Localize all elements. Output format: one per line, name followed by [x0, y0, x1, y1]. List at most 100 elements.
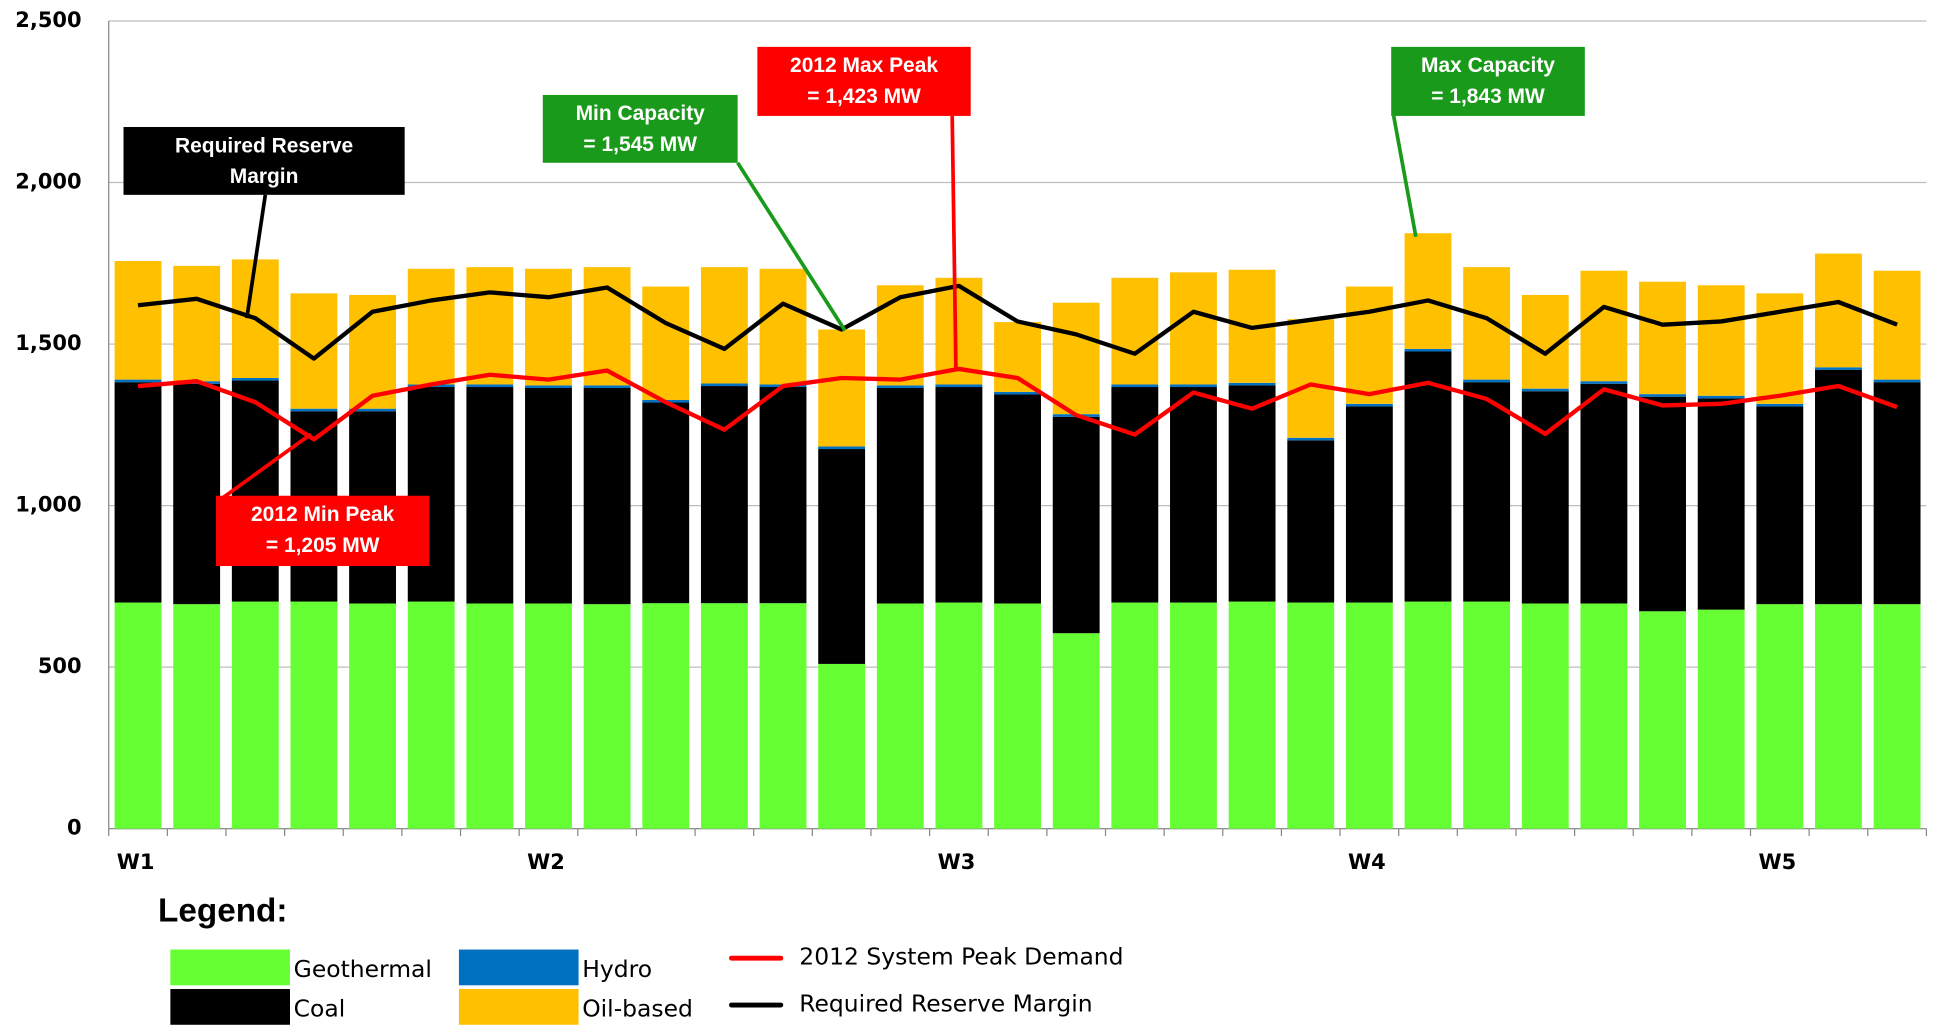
y-tick-label: 0	[67, 816, 82, 840]
bar-segment	[1873, 382, 1921, 605]
bar-segment	[1287, 437, 1335, 441]
bar-segment	[876, 385, 924, 388]
bar-segment	[1815, 367, 1862, 370]
bar-segment	[1815, 604, 1862, 829]
x-tick-label: W3	[938, 850, 976, 874]
bar-segment	[1463, 267, 1511, 380]
bar-segment	[466, 603, 514, 829]
line-series	[137, 366, 1898, 442]
legend-label: Oil-based	[582, 994, 693, 1022]
annotation-box	[757, 46, 971, 116]
bar-segment	[290, 601, 338, 829]
bar-segment	[173, 604, 221, 829]
bar-segment	[1580, 383, 1628, 604]
bar-segment	[583, 267, 631, 386]
bar-segment	[1404, 233, 1452, 349]
bar-segment	[407, 268, 455, 385]
bar-segment	[1345, 602, 1393, 829]
bar-segment	[290, 408, 338, 412]
y-tick-label: 500	[38, 654, 82, 678]
bar-segment	[1170, 272, 1217, 385]
x-tick-label: W5	[1759, 850, 1797, 874]
bar-segment	[759, 387, 807, 604]
legend-label: Hydro	[582, 955, 652, 983]
bar-segment	[114, 602, 162, 829]
bar-segment	[1170, 384, 1217, 388]
bar-segment	[1815, 253, 1862, 368]
bar-segment	[642, 402, 690, 604]
bar-segment	[583, 604, 631, 829]
bar-segment	[114, 261, 162, 380]
bar-segment	[349, 603, 397, 829]
annotation-text: Margin	[230, 165, 299, 188]
bar-segment	[1521, 603, 1569, 829]
bar-segment	[1697, 285, 1745, 396]
annotation-text: = 1,205 MW	[266, 534, 380, 557]
annotation-text: Required Reserve	[175, 134, 353, 157]
bar-segment	[583, 387, 631, 605]
bar-segment	[935, 384, 983, 388]
bar-segment	[407, 387, 455, 602]
legend-label: 2012 System Peak Demand	[799, 943, 1123, 971]
bar-segment	[700, 267, 748, 384]
bar-segment	[1697, 395, 1745, 399]
bar-segment	[173, 383, 221, 605]
annotation-text: = 1,545 MW	[583, 133, 697, 156]
bar-segment	[525, 603, 572, 829]
bar-segment	[1228, 385, 1276, 602]
bar-segment	[994, 391, 1041, 395]
bar-segment	[1521, 388, 1569, 392]
bar-segment	[1052, 416, 1100, 634]
y-tick-label: 2,000	[15, 170, 81, 194]
bar-segment	[525, 268, 572, 386]
bar-segment	[1404, 348, 1452, 352]
bar-segment	[1287, 319, 1335, 438]
bar-segment	[1170, 602, 1217, 829]
legend-swatch	[170, 949, 290, 986]
bar-segment	[1756, 403, 1804, 407]
bar-segment	[1111, 277, 1159, 385]
bar-segment	[525, 385, 572, 388]
bar-segment	[1463, 379, 1511, 383]
bar-segment	[231, 601, 279, 829]
bar-segment	[1287, 602, 1335, 829]
annotation-text: = 1,423 MW	[807, 85, 921, 108]
bar-segment	[876, 285, 924, 386]
annotation-text: Min Capacity	[576, 102, 706, 125]
bar-segment	[876, 387, 924, 604]
bar-segment	[349, 408, 397, 412]
bar-segment	[1111, 384, 1159, 388]
bar-segment	[583, 385, 631, 388]
bar-segment	[1345, 406, 1393, 603]
bar-segment	[1756, 604, 1804, 829]
annotation-leader	[1391, 115, 1418, 238]
bar-segment	[290, 293, 338, 409]
bar-segment	[642, 286, 690, 400]
bar-segment	[818, 449, 866, 664]
annotation-text: 2012 Max Peak	[790, 54, 938, 77]
bar-segment	[1052, 633, 1100, 829]
bar-segment	[818, 329, 866, 447]
bar-segment	[1111, 387, 1159, 603]
bar-segment	[1404, 351, 1452, 602]
bar-segment	[231, 377, 279, 381]
bar-segment	[1873, 270, 1921, 380]
y-tick-label: 1,500	[15, 331, 81, 355]
bar-segment	[114, 379, 162, 383]
bar-segment	[1873, 604, 1921, 829]
bar-segment	[994, 394, 1041, 604]
bar-segment	[1287, 440, 1335, 603]
bar-segment	[1580, 381, 1628, 384]
bar-segment	[700, 603, 748, 829]
bar-segment	[114, 382, 162, 603]
bar-segment	[1756, 406, 1804, 605]
legend-swatch	[458, 989, 579, 1025]
x-tick-label: W4	[1348, 850, 1386, 874]
annotation-box	[542, 94, 738, 163]
bar-segment	[700, 383, 748, 387]
bar-segment	[935, 602, 983, 829]
annotation-leader	[736, 161, 847, 332]
bar-segment	[1170, 387, 1217, 603]
x-tick-label: W2	[527, 850, 565, 874]
